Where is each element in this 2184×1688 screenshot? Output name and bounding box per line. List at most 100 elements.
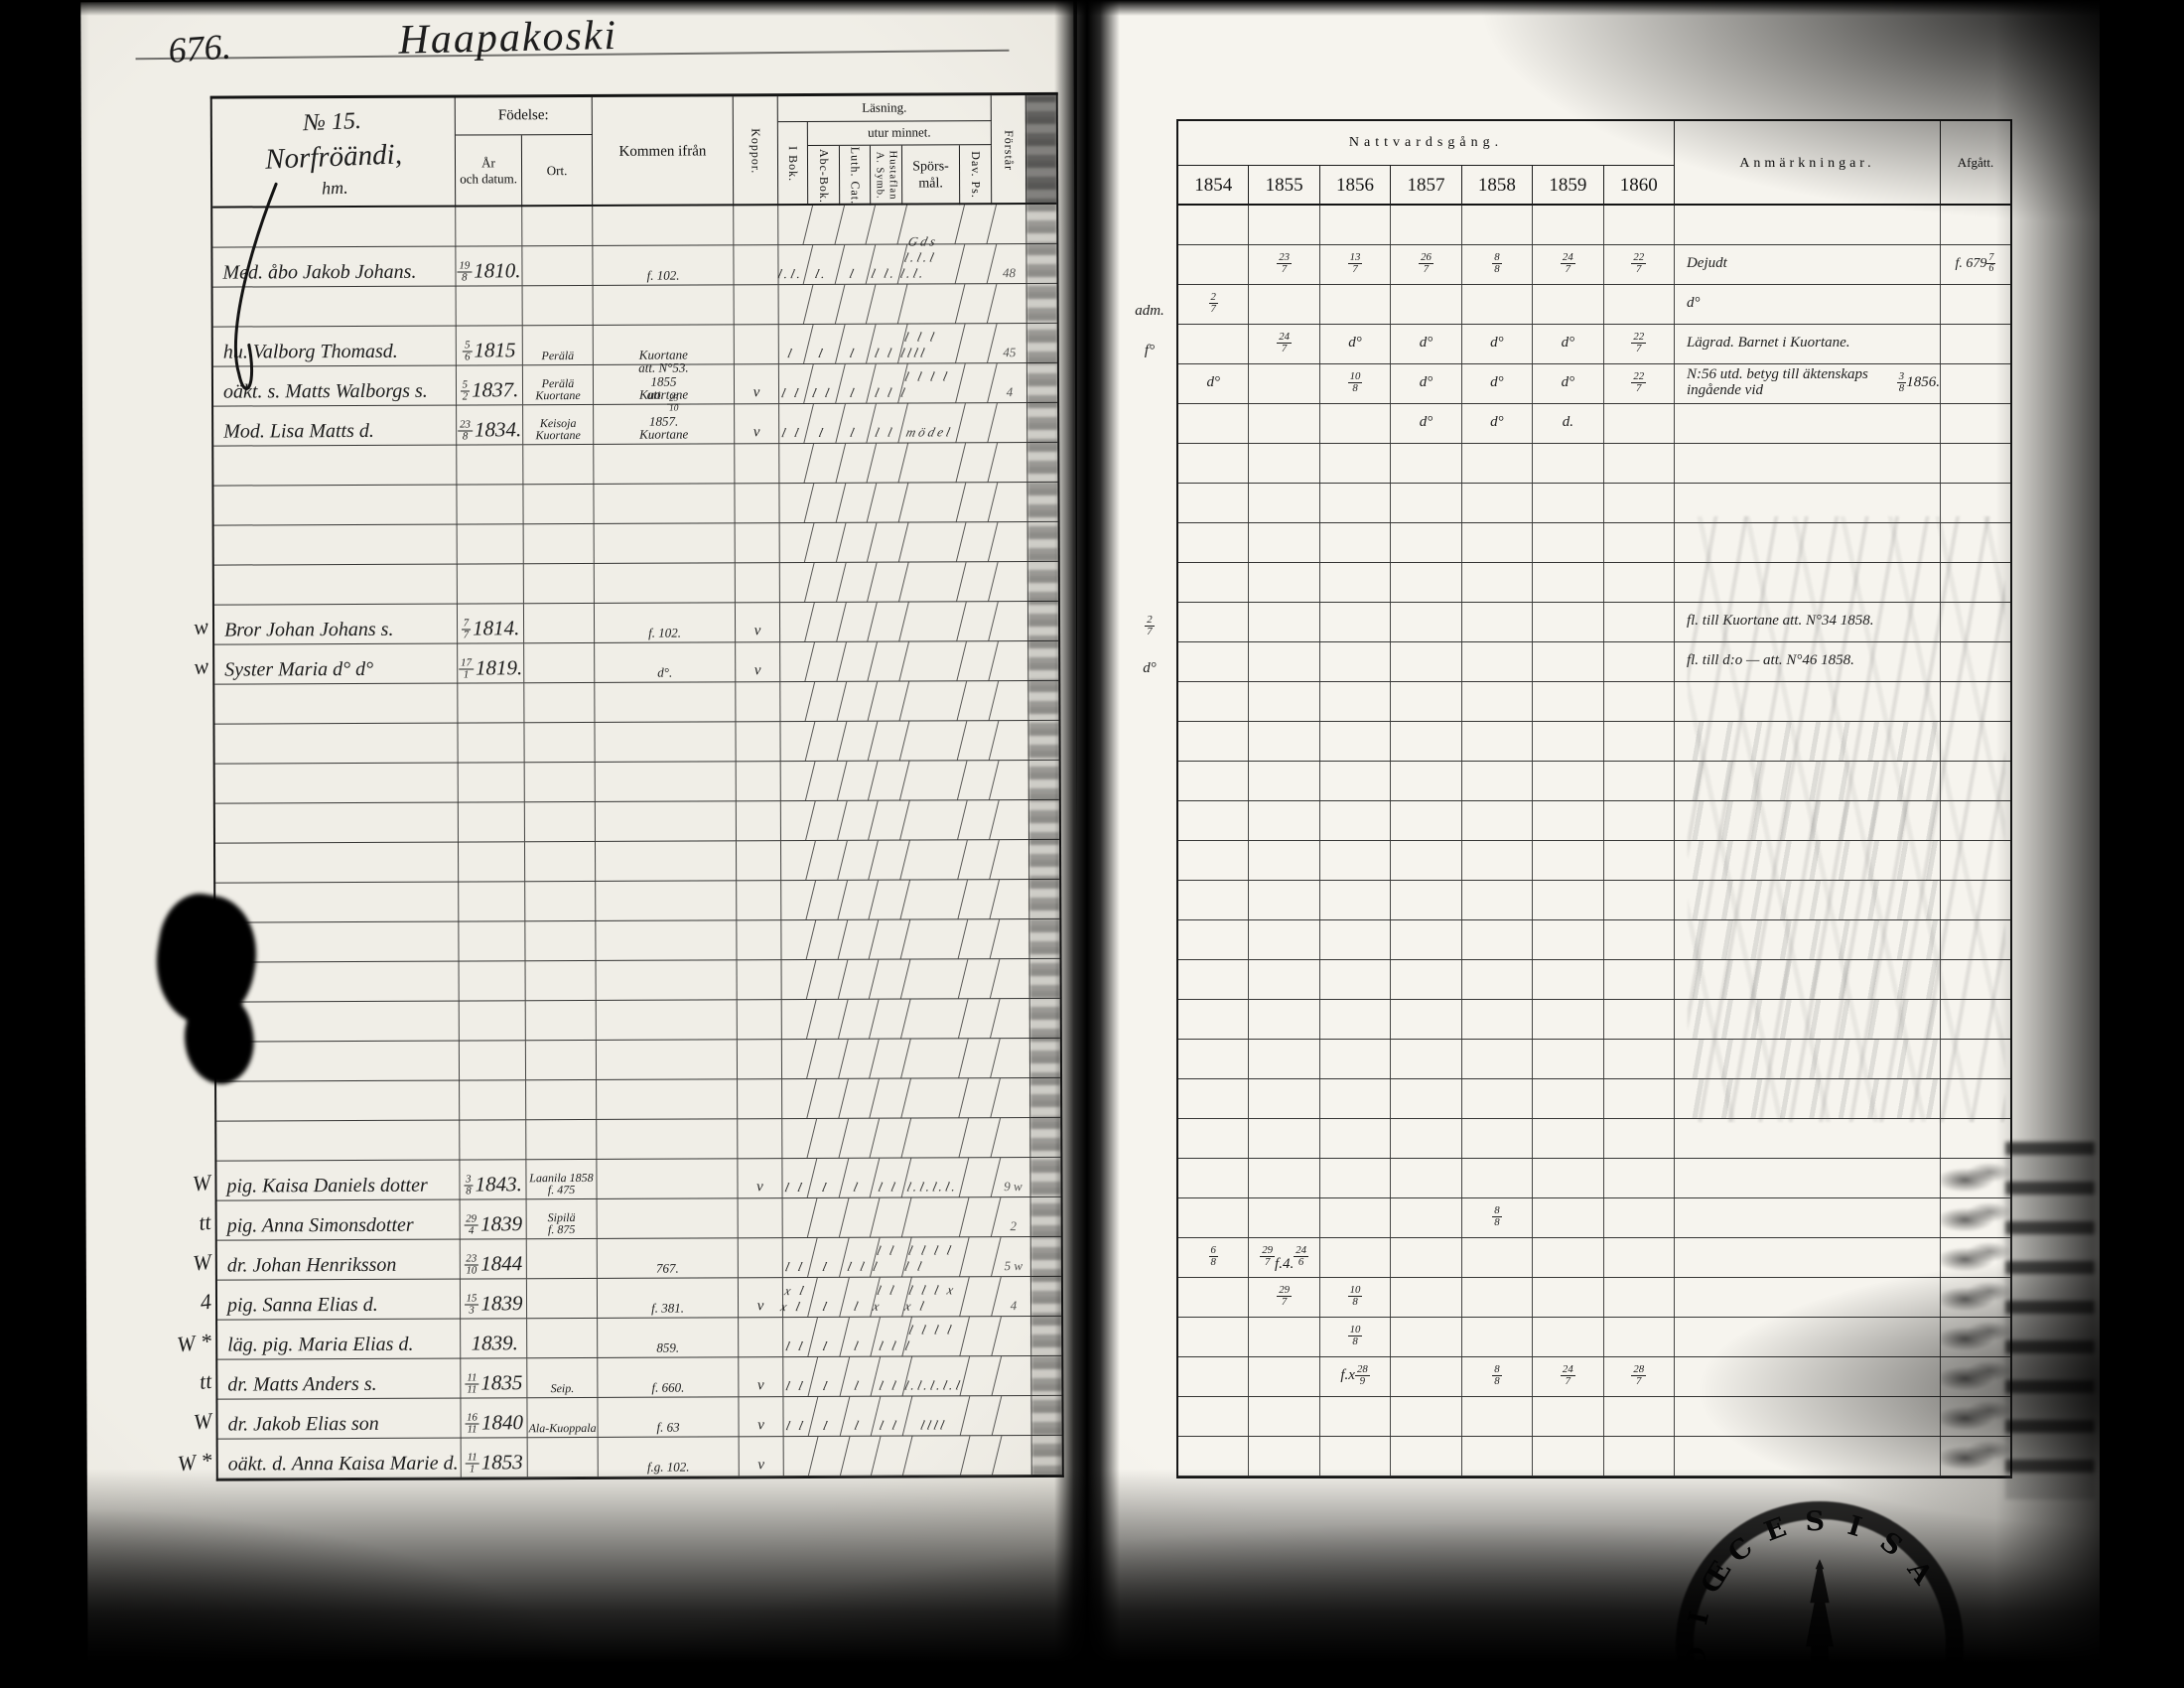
col-header-reading: Läsning.: [777, 95, 992, 123]
cell-arrived-from: d°.: [595, 642, 737, 682]
cell-departed: [1941, 1079, 2010, 1118]
right-table-row: [1178, 881, 2010, 920]
cell-name: Syster Maria d° d°: [214, 643, 459, 684]
cell-communion-1860: [1604, 881, 1675, 919]
cell-departed: [1941, 801, 2010, 840]
cell-understands: [997, 1396, 1032, 1436]
cell-communion-1859: [1533, 1119, 1604, 1158]
right-table-row: 6 8 29 7 f.4. 24 6: [1178, 1238, 2010, 1278]
cell-communion-1854: [1178, 1040, 1250, 1078]
cell-communion-1860: [1604, 1318, 1675, 1356]
cell-communion-1858: [1462, 1278, 1534, 1317]
cell-arrived-from: [594, 563, 736, 603]
col-header-abc-book: Abc-Bok.: [807, 145, 841, 206]
left-page: 676. Haapakoski № 15. Norfröändi, hm. Fö…: [80, 0, 1081, 1688]
cell-questions: [900, 959, 969, 999]
cell-questions: [899, 602, 967, 641]
cell-communion-1855: [1249, 1000, 1320, 1039]
cell-arrived-from: Kuortane: [593, 325, 735, 364]
cell-departed: [1941, 920, 2010, 959]
cell-remarks: [1675, 1278, 1941, 1317]
right-table-row: 2 7 fl. till Kuortane att. N°34 1858.: [1145, 603, 2010, 642]
cell-birth-place: [524, 841, 597, 882]
right-table-row: d° 10 8 d° d° d° 22 7 N:56 utd. betyg till äkten…: [1178, 364, 2010, 404]
right-table-row: [1178, 206, 2010, 245]
cell-birth-place: [524, 801, 596, 842]
cell-understands: [997, 1436, 1032, 1476]
cell-communion-1860: [1604, 444, 1675, 483]
cell-communion-1855: [1249, 1119, 1320, 1158]
cell-communion-1856: [1320, 1238, 1392, 1277]
right-table-row: [1178, 1119, 2010, 1159]
cell-questions: [900, 840, 968, 880]
cell-questions: [900, 999, 969, 1039]
left-table: № 15. Norfröändi, hm. Födelse: År och da…: [176, 91, 1064, 1481]
cell-questions: [899, 641, 967, 681]
cell-communion-1860: [1604, 762, 1675, 800]
cell-communion-1860: [1604, 1159, 1675, 1197]
cell-communion-1858: [1462, 523, 1534, 562]
cell-communion-1857: [1391, 682, 1462, 721]
cell-remarks: Dejudt: [1675, 245, 1941, 284]
cell-communion-1860: [1604, 1238, 1675, 1277]
cell-remarks: [1675, 206, 1941, 244]
cell-smallpox: [738, 1238, 783, 1278]
cell-departed: [1941, 841, 2010, 880]
cell-name: [214, 802, 459, 843]
cell-remarks: [1674, 1000, 1941, 1039]
cell-birth-date: [456, 207, 523, 246]
left-table-row: [213, 561, 1058, 606]
cell-arrived-from: [594, 444, 736, 484]
cell-birth-date: [460, 1080, 527, 1120]
cell-communion-1856: [1320, 642, 1392, 681]
cell-communion-1857: [1391, 960, 1462, 999]
cell-birth-place: [523, 484, 595, 524]
right-table: Nattvardsgång. 1854 1855 1856 1857 1858 1859 1…: [1135, 119, 2012, 1478]
cell-questions: [899, 761, 968, 800]
right-table-row: 29 7 10 8: [1178, 1278, 2010, 1318]
cell-understands: [992, 284, 1027, 324]
col-header-illegible: [1025, 94, 1057, 206]
cell-communion-1857: [1391, 920, 1462, 959]
cell-communion-1857: [1391, 1000, 1462, 1039]
cell-communion-1856: 10 8: [1320, 364, 1392, 403]
cell-communion-1855: [1249, 722, 1320, 761]
left-table-row: [215, 879, 1060, 923]
cell-remarks: [1675, 682, 1941, 721]
year-header-1859: 1859: [1533, 166, 1604, 206]
cell-remarks: [1674, 841, 1941, 880]
cell-communion-1856: [1320, 1397, 1392, 1436]
cell-communion-1856: 10 8: [1320, 1318, 1392, 1356]
cell-name: [213, 485, 458, 525]
right-table-row: d° fl. till d:o — att. N°46 1858.: [1143, 642, 2010, 682]
cell-communion-1859: [1533, 801, 1604, 840]
cell-communion-1859: [1533, 444, 1604, 483]
cell-communion-1856: [1320, 523, 1392, 562]
cell-communion-1860: 28 7: [1604, 1357, 1675, 1396]
cell-communion-1855: [1249, 1159, 1320, 1197]
cell-birth-place: Keisoja Kuortane: [523, 404, 595, 445]
cell-smallpox: [737, 1040, 783, 1079]
cell-remarks: fl. till Kuortane att. N°34 1858.: [1675, 603, 1941, 641]
cell-communion-1854: [1178, 1079, 1250, 1118]
cell-communion-1854: [1178, 1278, 1250, 1317]
cell-smallpox: [738, 1079, 783, 1119]
cell-departed: [1941, 484, 2010, 522]
cell-birth-date: [459, 1041, 527, 1080]
cell-birth-place: Perälä: [522, 325, 594, 365]
cell-birth-place: [523, 563, 595, 604]
cell-communion-1859: [1533, 285, 1604, 324]
cell-birth-place: Perälä Kuortane: [522, 364, 595, 405]
cell-understands: 9 w: [996, 1158, 1031, 1197]
cell-remarks: [1674, 960, 1941, 999]
household-name: Norfröändi,: [264, 138, 403, 176]
margin-mark: W: [191, 1169, 212, 1196]
cell-communion-1858: [1462, 1397, 1534, 1436]
cell-communion-1860: [1604, 841, 1675, 880]
cell-communion-1856: [1320, 1437, 1392, 1476]
cell-illegible: [1026, 244, 1056, 283]
cell-remarks: [1675, 1119, 1941, 1158]
